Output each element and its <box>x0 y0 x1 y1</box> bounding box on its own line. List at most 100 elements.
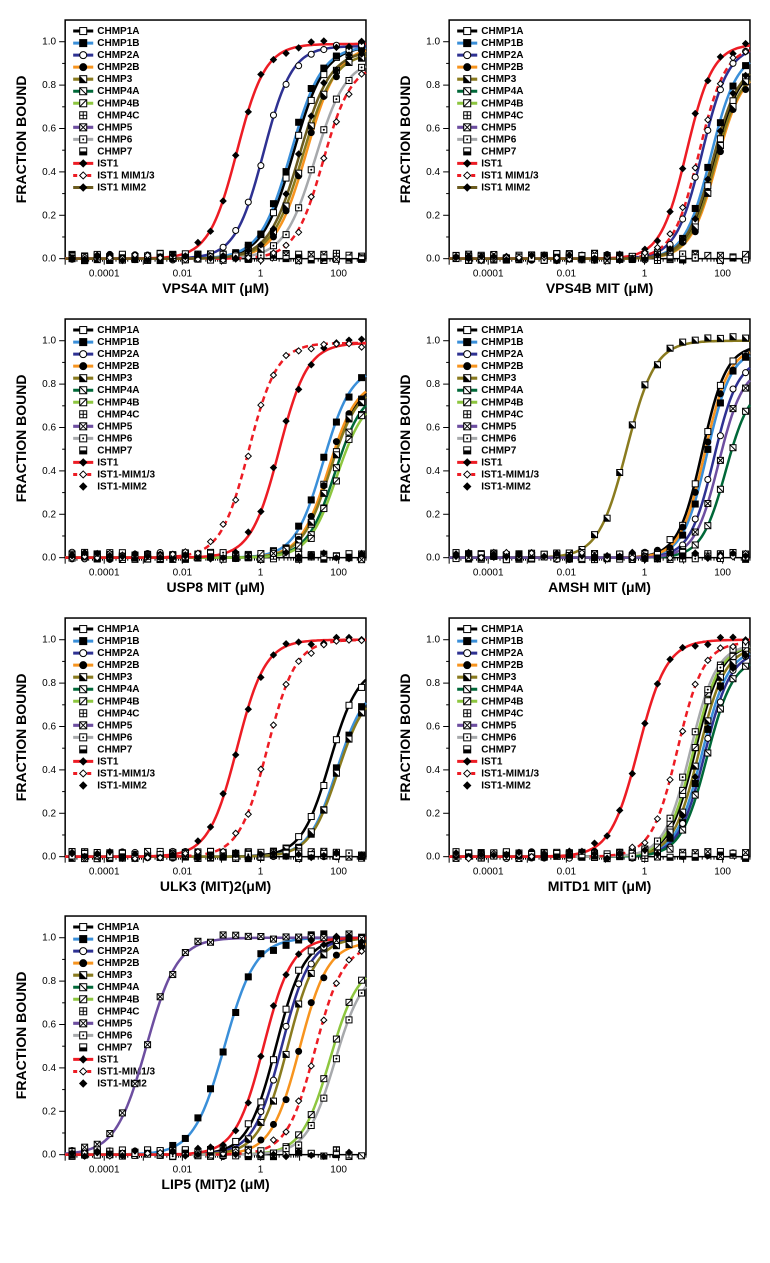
svg-text:0.6: 0.6 <box>426 124 440 135</box>
svg-text:0.0: 0.0 <box>426 254 440 265</box>
svg-text:1.0: 1.0 <box>426 634 440 645</box>
legend-label: CHMP1A <box>97 325 139 336</box>
legend-label: CHMP4B <box>481 696 523 707</box>
legend-label: IST1-MIM1/3 <box>481 768 539 779</box>
legend-label: CHMP1B <box>481 636 523 647</box>
legend-label: CHMP6 <box>481 134 516 145</box>
legend-label: CHMP4C <box>481 708 523 719</box>
legend-label: CHMP7 <box>481 744 516 755</box>
legend-label: CHMP5 <box>481 720 516 731</box>
legend-label: CHMP3 <box>481 672 516 683</box>
svg-text:0.0001: 0.0001 <box>473 269 504 280</box>
legend-label: CHMP2A <box>481 349 523 360</box>
svg-text:0.2: 0.2 <box>426 210 440 221</box>
legend: CHMP1ACHMP1BCHMP2ACHMP2BCHMP3CHMP4ACHMP4… <box>68 918 186 1090</box>
legend-label: CHMP2A <box>97 50 139 61</box>
svg-text:0.8: 0.8 <box>42 678 56 689</box>
panel-vps4a: 0.00010.0111000.00.20.40.60.81.0VPS4A MI… <box>10 10 376 301</box>
legend-label: IST1-MIM1/3 <box>481 469 539 480</box>
legend-label: CHMP4A <box>481 684 523 695</box>
legend: CHMP1ACHMP1BCHMP2ACHMP2BCHMP3CHMP4ACHMP4… <box>68 620 186 792</box>
svg-text:0.8: 0.8 <box>42 80 56 91</box>
svg-text:0.2: 0.2 <box>42 1107 56 1118</box>
svg-text:0.01: 0.01 <box>173 567 193 578</box>
svg-text:0.4: 0.4 <box>426 466 440 477</box>
legend-label: IST1 MIM2 <box>97 182 146 193</box>
svg-text:1.0: 1.0 <box>426 37 440 48</box>
legend-label: IST1 MIM1/3 <box>481 170 539 181</box>
legend-label: CHMP5 <box>481 122 516 133</box>
legend-label: CHMP6 <box>97 732 132 743</box>
legend-label: CHMP4A <box>97 385 139 396</box>
legend-label: IST1-MIM1/3 <box>97 768 155 779</box>
svg-text:0.2: 0.2 <box>42 808 56 819</box>
svg-text:0.01: 0.01 <box>173 269 193 280</box>
legend-label: CHMP1B <box>97 636 139 647</box>
legend-label: CHMP2B <box>481 660 523 671</box>
svg-text:0.0: 0.0 <box>42 1150 56 1161</box>
svg-text:0.8: 0.8 <box>426 379 440 390</box>
legend-label: CHMP2B <box>97 361 139 372</box>
svg-text:100: 100 <box>714 567 731 578</box>
svg-text:0.0001: 0.0001 <box>89 1165 120 1176</box>
legend-label: CHMP1A <box>481 26 523 37</box>
svg-text:0.0001: 0.0001 <box>89 269 120 280</box>
svg-text:0.01: 0.01 <box>173 1165 193 1176</box>
svg-text:0.0: 0.0 <box>42 851 56 862</box>
svg-text:0.0001: 0.0001 <box>89 866 120 877</box>
panel-mitd1: 0.00010.0111000.00.20.40.60.81.0MITD1 MI… <box>394 608 760 899</box>
legend-label: CHMP7 <box>97 445 132 456</box>
legend: CHMP1ACHMP1BCHMP2ACHMP2BCHMP3CHMP4ACHMP4… <box>452 620 570 792</box>
legend-label: CHMP7 <box>97 146 132 157</box>
svg-text:1: 1 <box>642 866 648 877</box>
legend-label: CHMP4B <box>481 98 523 109</box>
svg-text:0.0: 0.0 <box>42 254 56 265</box>
panel-vps4b: 0.00010.0111000.00.20.40.60.81.0VPS4B MI… <box>394 10 760 301</box>
legend-label: CHMP1A <box>97 26 139 37</box>
legend: CHMP1ACHMP1BCHMP2ACHMP2BCHMP3CHMP4ACHMP4… <box>68 22 186 194</box>
y-axis-label: FRACTION BOUND <box>13 673 29 801</box>
svg-text:0.4: 0.4 <box>426 167 440 178</box>
legend-label: CHMP4B <box>481 397 523 408</box>
chart-mitd1: 0.00010.0111000.00.20.40.60.81.0MITD1 MI… <box>394 608 760 899</box>
legend-label: IST1 MIM2 <box>481 182 530 193</box>
legend-label: CHMP1A <box>97 624 139 635</box>
legend-label: CHMP1B <box>481 38 523 49</box>
x-axis-label: AMSH MIT (μM) <box>548 579 651 595</box>
legend-label: CHMP4C <box>481 110 523 121</box>
legend-label: CHMP7 <box>97 744 132 755</box>
svg-text:1.0: 1.0 <box>42 933 56 944</box>
svg-text:0.4: 0.4 <box>42 167 56 178</box>
svg-text:1: 1 <box>258 269 264 280</box>
legend-label: CHMP1A <box>481 325 523 336</box>
legend-label: CHMP3 <box>97 74 132 85</box>
legend-label: CHMP1B <box>97 38 139 49</box>
legend: CHMP1ACHMP1BCHMP2ACHMP2BCHMP3CHMP4ACHMP4… <box>452 22 570 194</box>
svg-text:0.6: 0.6 <box>426 422 440 433</box>
svg-text:0.6: 0.6 <box>42 1020 56 1031</box>
svg-text:1: 1 <box>258 567 264 578</box>
svg-text:1.0: 1.0 <box>42 634 56 645</box>
svg-text:0.2: 0.2 <box>426 509 440 520</box>
svg-text:1.0: 1.0 <box>42 37 56 48</box>
svg-text:0.4: 0.4 <box>426 764 440 775</box>
legend-label: CHMP6 <box>97 433 132 444</box>
legend-label: CHMP2A <box>97 349 139 360</box>
legend-label: CHMP3 <box>97 672 132 683</box>
legend-label: CHMP1A <box>97 922 139 933</box>
panel-ulk3: 0.00010.0111000.00.20.40.60.81.0ULK3 (MI… <box>10 608 376 899</box>
legend-label: CHMP5 <box>97 421 132 432</box>
legend-label: IST1-MIM2 <box>97 481 147 492</box>
legend: CHMP1ACHMP1BCHMP2ACHMP2BCHMP3CHMP4ACHMP4… <box>68 321 186 493</box>
svg-text:0.6: 0.6 <box>42 124 56 135</box>
svg-text:0.2: 0.2 <box>42 509 56 520</box>
legend-label: IST1 MIM1/3 <box>97 170 155 181</box>
chart-vps4b: 0.00010.0111000.00.20.40.60.81.0VPS4B MI… <box>394 10 760 301</box>
legend-label: CHMP2A <box>97 946 139 957</box>
svg-text:0.0001: 0.0001 <box>89 567 120 578</box>
svg-text:1: 1 <box>258 866 264 877</box>
svg-text:0.4: 0.4 <box>42 466 56 477</box>
legend-label: CHMP1A <box>481 624 523 635</box>
legend: CHMP1ACHMP1BCHMP2ACHMP2BCHMP3CHMP4ACHMP4… <box>452 321 570 493</box>
legend-label: CHMP5 <box>481 421 516 432</box>
